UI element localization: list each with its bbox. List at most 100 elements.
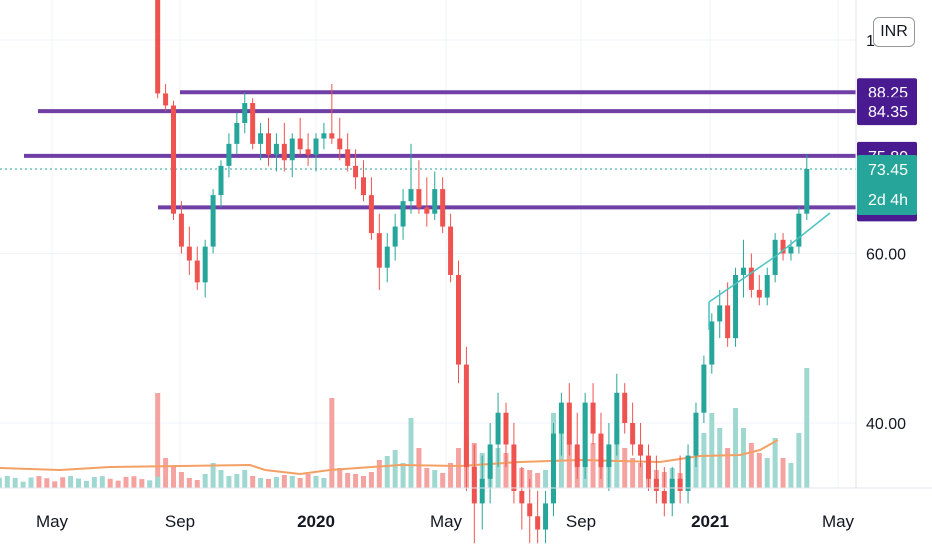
volume-bar <box>155 393 161 488</box>
time-axis[interactable]: May Sep 2020 May Sep 2021 May <box>0 487 932 531</box>
candle-body <box>550 433 556 504</box>
volume-bar <box>155 476 161 488</box>
candle-body <box>305 149 311 155</box>
volume-bar <box>202 474 208 488</box>
candle-body <box>178 213 184 247</box>
volume-bar <box>163 458 169 488</box>
candle-body <box>487 444 493 479</box>
volume-bar <box>313 476 319 488</box>
volume-bar <box>455 448 461 488</box>
volume-bar <box>91 477 97 488</box>
volume-bar <box>4 476 10 488</box>
volume-bar <box>123 476 129 488</box>
volume-bar <box>725 448 731 488</box>
volume-bar <box>147 480 153 488</box>
volume-bar <box>503 453 509 488</box>
candle-body <box>392 226 398 247</box>
candle-body <box>353 165 359 178</box>
candle-body <box>574 444 580 468</box>
volume-bar <box>384 456 390 488</box>
candle-body <box>194 260 200 283</box>
volume-bar <box>76 478 82 488</box>
candle-body <box>313 138 319 155</box>
candle-body <box>527 503 533 517</box>
price-axis[interactable]: 100.0060.0040.0088.2584.3575.8067.0073.4… <box>855 0 917 488</box>
volume-bar <box>194 480 200 488</box>
candle-body <box>226 143 232 166</box>
x-tick-label: Sep <box>566 512 596 531</box>
currency-badge[interactable]: INR <box>873 17 915 47</box>
volume-bar <box>345 473 351 488</box>
candle-body <box>606 444 612 468</box>
volume-bar <box>337 468 343 488</box>
volume-bar <box>780 458 786 488</box>
volume-bar <box>250 476 256 488</box>
trendline[interactable] <box>708 212 831 330</box>
volume-bar <box>764 458 770 488</box>
volume-bar <box>321 478 327 488</box>
volume-bar <box>226 476 232 488</box>
candle-body <box>495 412 501 445</box>
candle-body <box>463 364 469 468</box>
candle-body <box>171 105 177 214</box>
volume-bar <box>535 473 541 488</box>
volume-bar <box>590 443 596 488</box>
volume-bar <box>740 428 746 488</box>
volume-bar <box>614 428 620 488</box>
y-tick-label: 40.00 <box>866 416 906 433</box>
horizontal-levels[interactable] <box>0 90 856 210</box>
volume-bar <box>630 458 636 488</box>
volume-bar <box>772 438 778 488</box>
volume-bar <box>0 477 2 488</box>
candle-body <box>511 444 517 491</box>
volume-bar <box>60 477 66 488</box>
volume-bar <box>305 474 311 488</box>
volume-bar <box>495 448 501 488</box>
volume-bar <box>622 448 628 488</box>
candle-body <box>337 138 343 150</box>
volume-bar <box>543 470 549 488</box>
volume-bar <box>400 463 406 488</box>
volume-bar <box>448 463 454 488</box>
volume-bar <box>115 480 121 488</box>
volume-bar <box>392 450 398 488</box>
candle-body <box>424 207 430 214</box>
current-price-label-bg <box>857 154 917 215</box>
candle-body <box>566 402 572 445</box>
volume-bar <box>353 474 359 488</box>
x-tick-label: Sep <box>165 512 195 531</box>
volume-bar <box>281 475 287 488</box>
candle-body <box>804 168 810 214</box>
x-tick-label: May <box>36 512 69 531</box>
volume-bar <box>416 448 422 488</box>
ma-line <box>0 439 779 476</box>
volume-bar <box>28 477 34 488</box>
volume-bar <box>234 474 240 488</box>
candle-body <box>535 516 541 530</box>
volume-bar <box>440 473 446 488</box>
y-tick-label: 60.00 <box>866 247 906 264</box>
candle-body <box>740 267 746 275</box>
volume-bar <box>289 476 295 488</box>
volume-bar <box>638 463 644 488</box>
candle-body <box>677 478 683 491</box>
volume-bar <box>131 476 137 488</box>
candle-body <box>258 133 264 144</box>
x-tick-label: May <box>430 512 463 531</box>
candle-body <box>653 478 659 491</box>
current-price-label: 73.45 <box>868 162 908 179</box>
candle-body <box>725 305 731 339</box>
volume-bar <box>788 463 794 488</box>
candle-body <box>764 274 770 298</box>
volume-bar <box>360 476 366 488</box>
volume-bar <box>273 477 279 488</box>
candle-body <box>582 402 588 468</box>
candle-body <box>622 392 628 423</box>
candle-body <box>748 267 754 290</box>
volume-bar <box>709 413 715 488</box>
volume-bar <box>733 408 739 488</box>
candle-body <box>503 412 509 445</box>
candle-body <box>638 444 644 456</box>
candle-body <box>796 213 802 247</box>
